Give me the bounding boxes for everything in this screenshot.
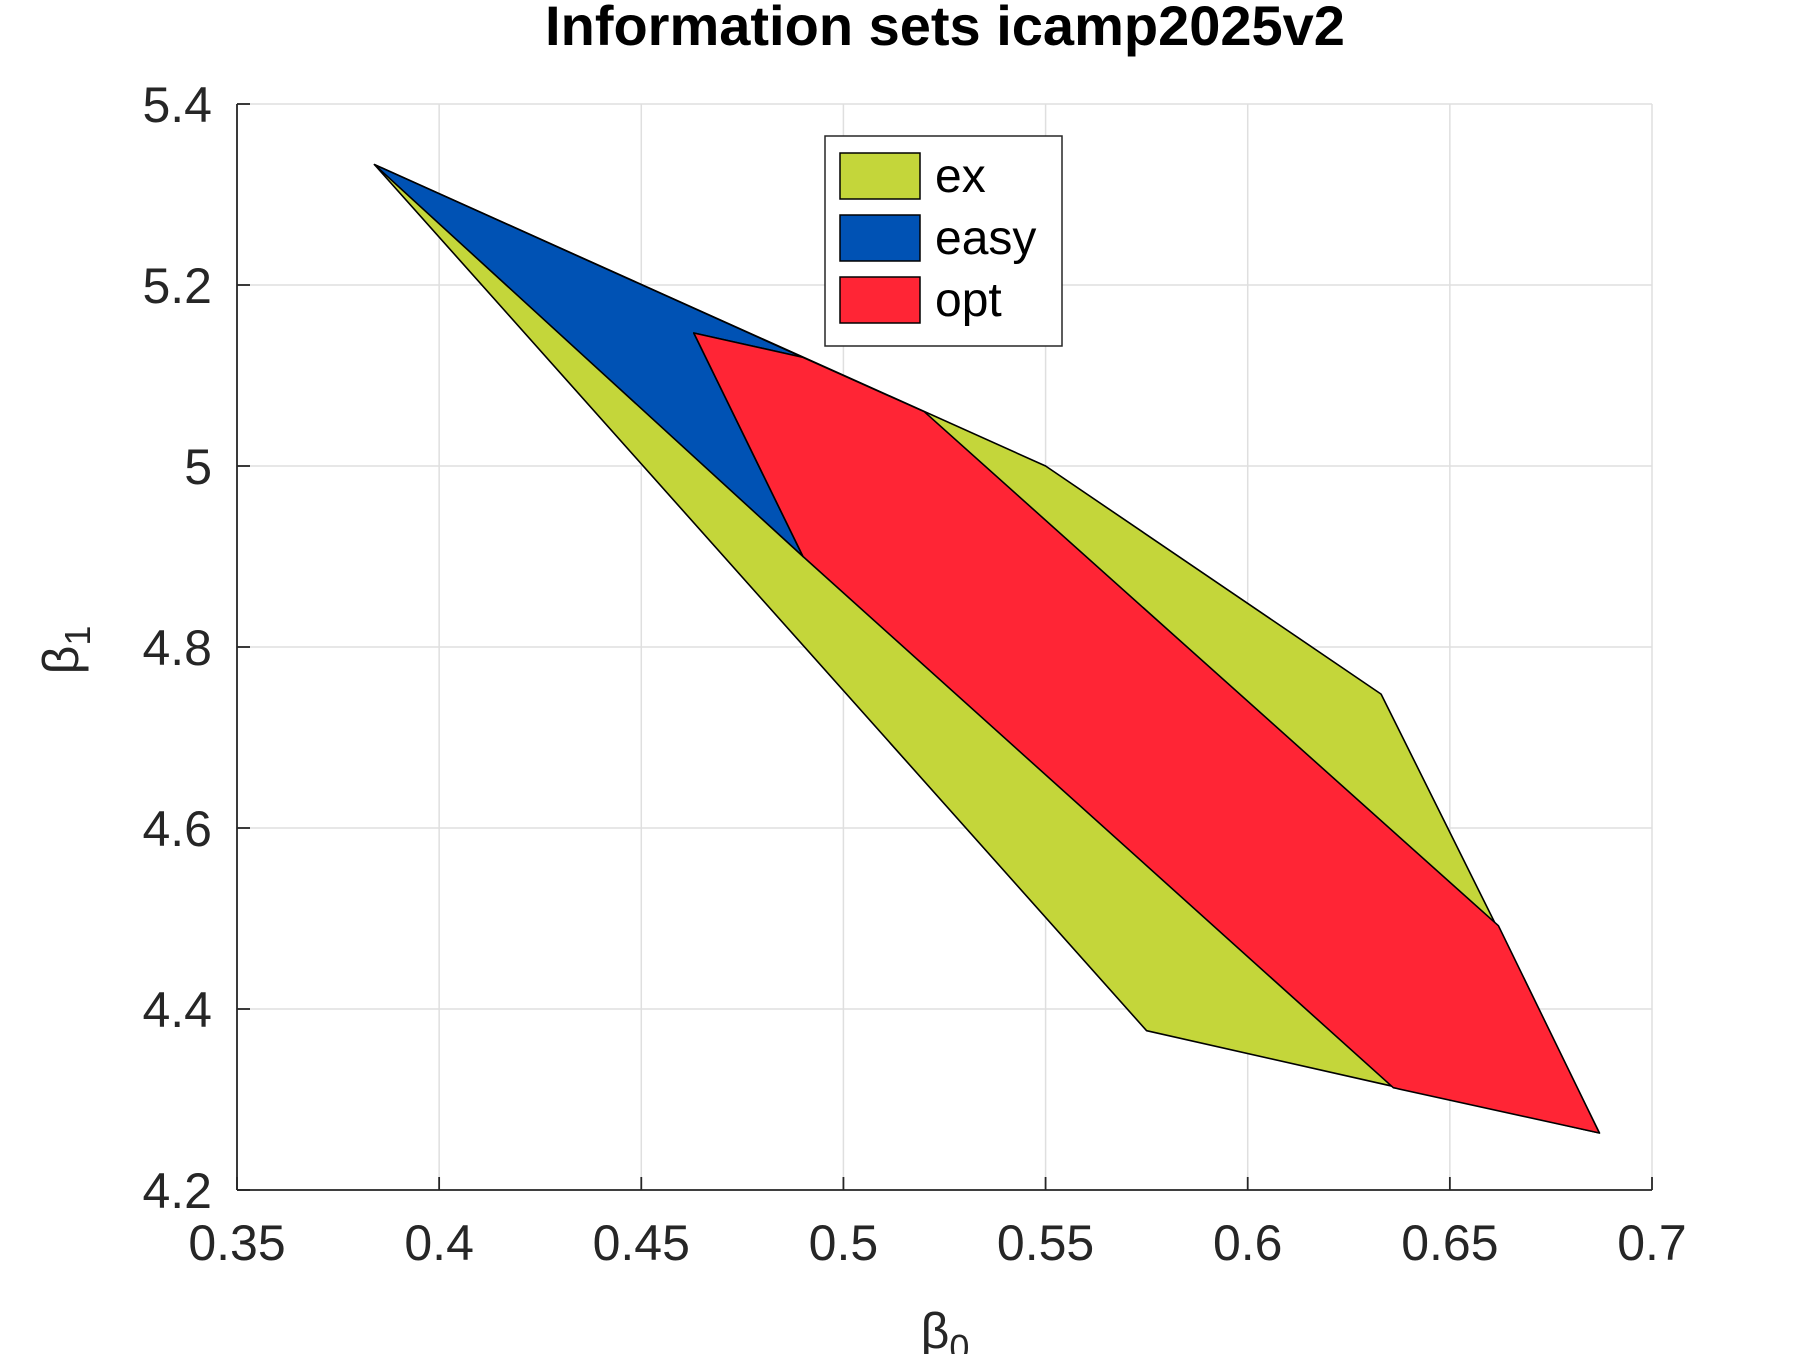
y-tick-label: 4.6 bbox=[142, 801, 212, 857]
x-axis-label: β0 bbox=[921, 1303, 970, 1354]
axes bbox=[236, 103, 1653, 1191]
chart-title: Information sets icamp2025v2 bbox=[545, 0, 1345, 57]
x-tick-label: 0.65 bbox=[1401, 1215, 1498, 1271]
y-axis-label: β1 bbox=[33, 626, 98, 675]
y-axis-label-main: β bbox=[33, 646, 89, 675]
x-tick-label: 0.35 bbox=[188, 1215, 285, 1271]
tick-labels: 0.35 0.4 0.45 0.5 0.55 0.6 0.65 0.7 4.2 4.4 4.6 4.8… bbox=[142, 77, 1686, 1271]
legend: ex easy opt bbox=[824, 135, 1063, 347]
legend-swatch-ex bbox=[839, 152, 921, 200]
y-axis-label-sub: 1 bbox=[57, 626, 98, 646]
series-polygons bbox=[373, 163, 1601, 1134]
x-tick-label: 0.5 bbox=[809, 1215, 879, 1271]
y-tick-label: 4.4 bbox=[142, 982, 212, 1038]
y-tick-label: 5 bbox=[184, 439, 212, 495]
x-tick-label: 0.4 bbox=[404, 1215, 474, 1271]
series-opt-polygon bbox=[692, 332, 1601, 1134]
legend-swatch-opt bbox=[839, 276, 921, 324]
y-tick-label: 5.4 bbox=[142, 77, 212, 133]
x-axis-label-main: β bbox=[921, 1303, 950, 1354]
legend-label-opt: opt bbox=[935, 274, 1002, 327]
x-tick-label: 0.6 bbox=[1213, 1215, 1283, 1271]
y-tick-label: 4.8 bbox=[142, 620, 212, 676]
y-tick-label: 4.2 bbox=[142, 1163, 212, 1219]
y-tick-label: 5.2 bbox=[142, 258, 212, 314]
x-tick-label: 0.7 bbox=[1617, 1215, 1687, 1271]
legend-swatch-easy bbox=[839, 214, 921, 262]
legend-items: ex easy opt bbox=[839, 150, 1036, 327]
legend-label-ex: ex bbox=[935, 150, 986, 203]
x-axis-label-sub: 0 bbox=[949, 1327, 969, 1354]
x-tick-label: 0.45 bbox=[593, 1215, 690, 1271]
x-tick-label: 0.55 bbox=[997, 1215, 1094, 1271]
legend-label-easy: easy bbox=[935, 212, 1036, 265]
